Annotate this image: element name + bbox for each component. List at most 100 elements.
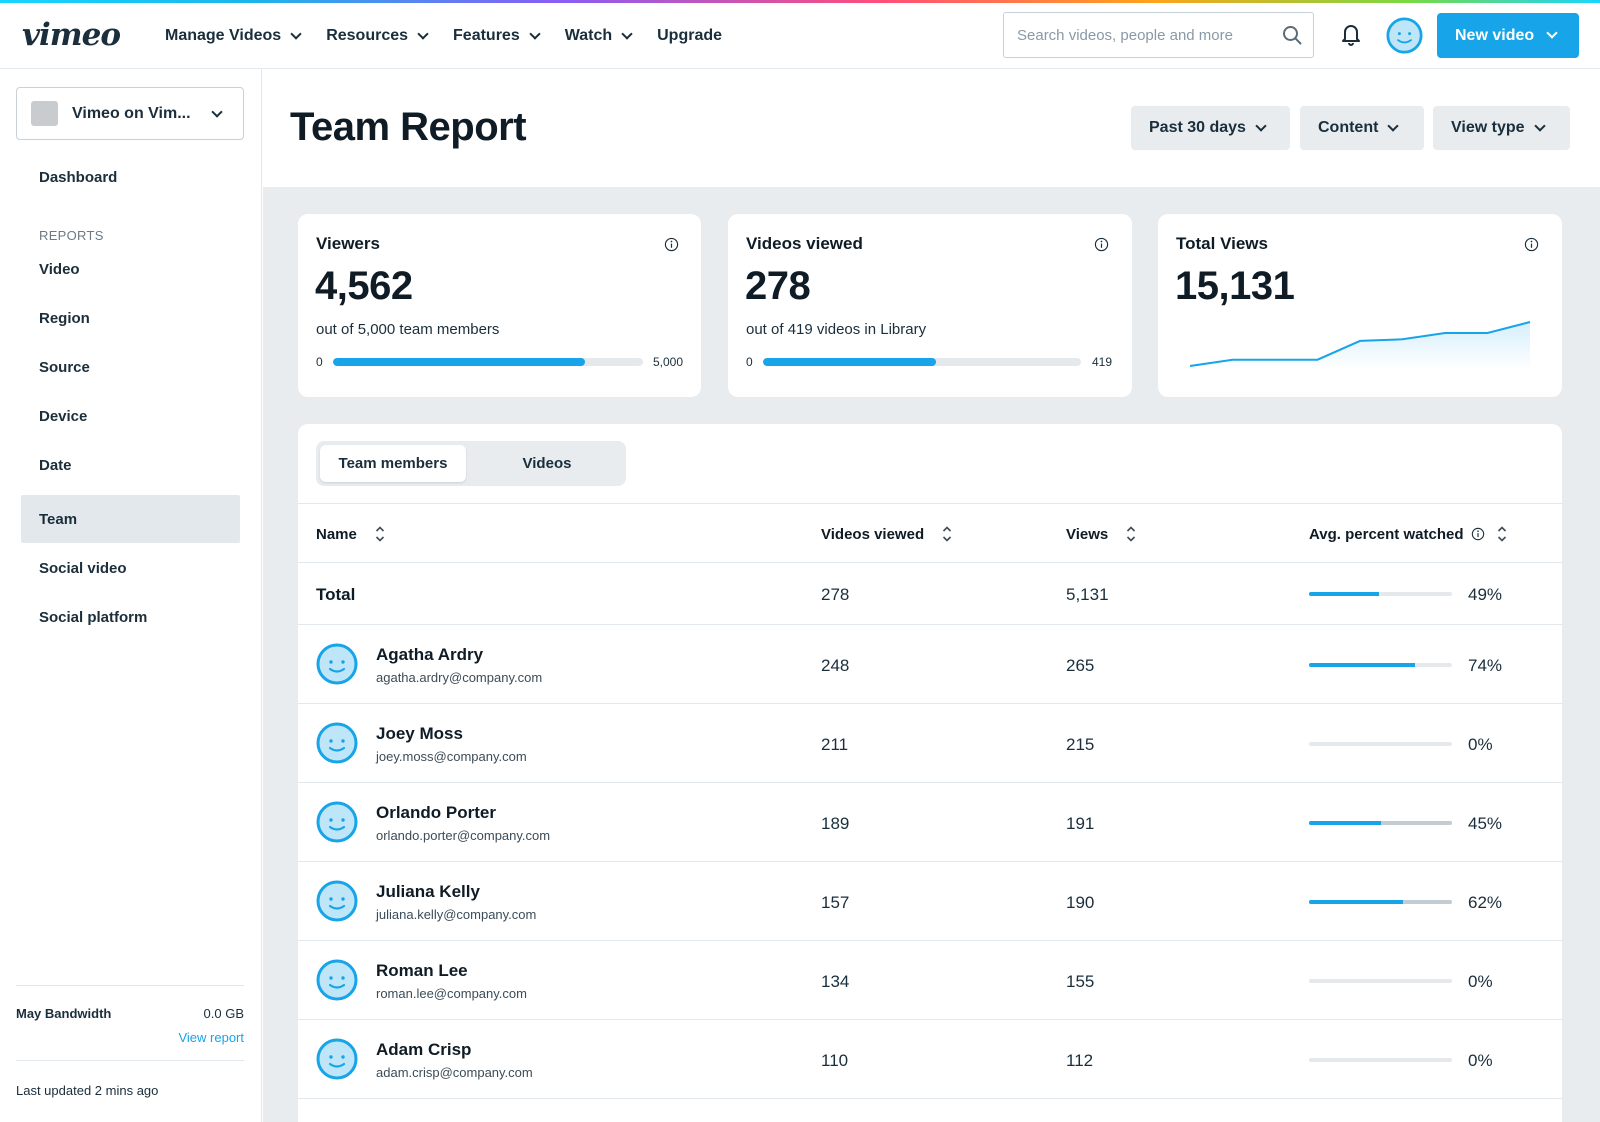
member-email: juliana.kelly@company.com <box>376 907 537 922</box>
nav-features[interactable]: Features <box>453 27 541 45</box>
chevron-down-icon <box>211 106 223 118</box>
column-avg-percent-watched[interactable]: Avg. percent watched <box>1309 504 1507 564</box>
member-percent: 62% <box>1468 893 1503 912</box>
card-title: Total Views <box>1176 234 1268 253</box>
member-avatar-icon <box>316 801 358 843</box>
sort-icon[interactable] <box>1497 525 1507 543</box>
percent-track-fill <box>1309 821 1452 825</box>
tab-team-members[interactable]: Team members <box>320 445 466 482</box>
sort-icon[interactable] <box>1126 525 1136 543</box>
range-min: 0 <box>746 355 753 369</box>
info-icon[interactable] <box>1524 237 1539 252</box>
sidebar-item-device[interactable]: Device <box>39 407 88 425</box>
member-name[interactable]: Orlando Porter <box>376 803 496 822</box>
user-avatar-icon[interactable] <box>1386 17 1423 54</box>
date-range-filter[interactable]: Past 30 days <box>1131 106 1290 150</box>
info-icon[interactable] <box>1094 237 1109 252</box>
sidebar-item-dashboard[interactable]: Dashboard <box>39 168 118 186</box>
sidebar-item-social-video[interactable]: Social video <box>39 559 127 577</box>
team-thumbnail <box>31 101 58 126</box>
total-views: 5,131 <box>1066 585 1109 604</box>
member-name[interactable]: Joey Moss <box>376 724 463 743</box>
main-content: Team Report Past 30 days Content View ty… <box>263 69 1600 1122</box>
sidebar-item-social-platform[interactable]: Social platform <box>39 608 148 626</box>
percent-bar <box>1309 1058 1452 1062</box>
view-report-link[interactable]: View report <box>178 1030 244 1045</box>
chevron-down-icon <box>529 27 541 40</box>
member-videos-viewed: 189 <box>821 814 850 833</box>
column-videos-viewed[interactable]: Videos viewed <box>821 504 952 564</box>
vimeo-logo[interactable]: vimeo <box>22 17 121 53</box>
sparkline-line <box>1189 321 1531 367</box>
member-percent: 0% <box>1468 735 1493 754</box>
member-name[interactable]: Adam Crisp <box>376 1040 472 1059</box>
percent-bar <box>1309 742 1452 746</box>
member-videos-viewed: 211 <box>821 735 849 754</box>
view-type-filter[interactable]: View type <box>1433 106 1570 150</box>
bell-icon[interactable] <box>1339 21 1363 47</box>
column-name[interactable]: Name <box>316 504 385 564</box>
member-videos-viewed: 110 <box>821 1051 849 1070</box>
percent-bar <box>1309 663 1452 667</box>
sidebar-item-team[interactable]: Team <box>21 495 240 543</box>
bandwidth-label: May Bandwidth <box>16 1006 112 1021</box>
member-percent: 0% <box>1468 972 1493 991</box>
progress-fill <box>333 358 585 366</box>
member-avatar-icon <box>316 722 358 764</box>
search-box[interactable] <box>1003 12 1314 58</box>
last-updated-text: Last updated 2 mins ago <box>16 1083 159 1098</box>
member-avatar-icon <box>316 959 358 1001</box>
table-row[interactable]: Joey Moss joey.moss@company.com 211 215 0% <box>298 704 1562 783</box>
nav-upgrade[interactable]: Upgrade <box>657 27 722 45</box>
total-label: Total <box>316 585 356 604</box>
range-min: 0 <box>316 355 323 369</box>
content-filter[interactable]: Content <box>1300 106 1424 150</box>
table-row[interactable]: Adam Crisp adam.crisp@company.com 110 112 0% <box>298 1020 1562 1099</box>
member-percent: 45% <box>1468 814 1503 833</box>
sidebar-item-region[interactable]: Region <box>39 309 90 327</box>
filter-label: Past 30 days <box>1149 119 1246 136</box>
percent-fill <box>1309 663 1415 667</box>
total-views-card: Total Views 15,131 <box>1158 214 1562 397</box>
member-name[interactable]: Roman Lee <box>376 961 468 980</box>
sort-icon[interactable] <box>942 525 952 543</box>
sidebar-item-date[interactable]: Date <box>39 456 72 474</box>
member-name[interactable]: Juliana Kelly <box>376 882 480 901</box>
table-row[interactable]: Orlando Porter orlando.porter@company.com… <box>298 783 1562 862</box>
member-views: 190 <box>1066 893 1095 912</box>
viewers-subtitle: out of 5,000 team members <box>316 321 500 338</box>
percent-fill <box>1309 592 1380 596</box>
chevron-down-icon <box>1546 27 1558 39</box>
percent-bar <box>1309 592 1452 596</box>
tab-videos[interactable]: Videos <box>522 455 572 472</box>
member-email: joey.moss@company.com <box>376 749 527 764</box>
nav-label: Features <box>453 27 520 44</box>
search-input[interactable] <box>1004 13 1264 57</box>
total-videos-viewed: 278 <box>821 585 850 604</box>
chevron-down-icon <box>290 27 302 40</box>
team-selector[interactable]: Vimeo on Vim... <box>16 87 244 140</box>
member-name[interactable]: Agatha Ardry <box>376 645 484 664</box>
column-views[interactable]: Views <box>1066 504 1136 564</box>
sidebar: Vimeo on Vim... Dashboard REPORTS Video … <box>0 69 262 1122</box>
info-icon[interactable] <box>664 237 679 252</box>
info-icon[interactable] <box>1471 527 1485 541</box>
sidebar-item-video[interactable]: Video <box>39 260 80 278</box>
table-row[interactable]: Agatha Ardry agatha.ardry@company.com 248 2… <box>298 625 1562 704</box>
videos-viewed-card: Videos viewed 278 out of 419 videos in L… <box>728 214 1132 397</box>
chevron-down-icon <box>417 27 429 40</box>
table-row[interactable]: Roman Lee roman.lee@company.com 134 155 0% <box>298 941 1562 1020</box>
new-video-button[interactable]: New video <box>1437 13 1579 58</box>
member-videos-viewed: 157 <box>821 893 850 912</box>
search-icon[interactable] <box>1282 25 1302 45</box>
table-total-row: Total 278 5,131 49% <box>298 563 1562 625</box>
sort-icon[interactable] <box>375 525 385 543</box>
sidebar-item-source[interactable]: Source <box>39 358 90 376</box>
nav-watch[interactable]: Watch <box>565 27 633 45</box>
nav-manage-videos[interactable]: Manage Videos <box>165 27 302 45</box>
videos-viewed-subtitle: out of 419 videos in Library <box>746 321 927 338</box>
member-email: agatha.ardry@company.com <box>376 670 543 685</box>
table-row[interactable]: Juliana Kelly juliana.kelly@company.com 15… <box>298 862 1562 941</box>
column-label: Avg. percent watched <box>1309 525 1464 543</box>
nav-resources[interactable]: Resources <box>326 27 429 45</box>
